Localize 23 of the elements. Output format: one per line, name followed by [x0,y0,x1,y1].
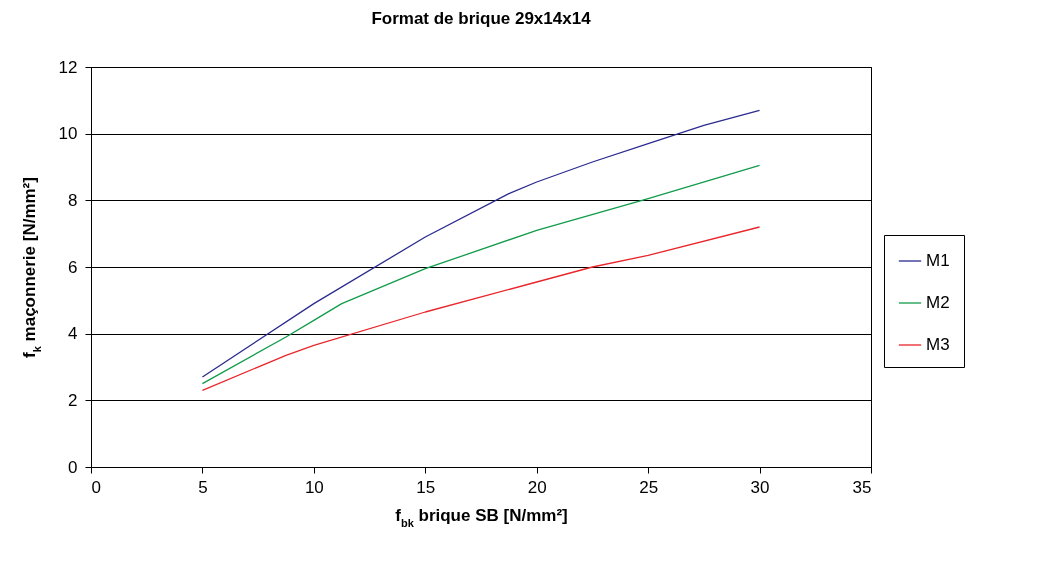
line-series [201,109,761,378]
line-series [201,164,761,385]
x-tick-label: 10 [304,477,324,497]
y-tick-label: 10 [58,124,78,144]
y-tick-label: 2 [68,390,78,410]
x-tick-label: 35 [852,477,872,497]
legend-label: M1 [926,251,950,270]
y-tick-label: 4 [68,324,78,344]
y-tick-label: 8 [68,190,78,210]
x-tick-label: 30 [750,477,770,497]
x-tick-label: 20 [527,477,547,497]
x-tick-label: 15 [416,477,436,497]
x-tick-label: 25 [639,477,659,497]
legend-label: M2 [926,293,950,312]
x-tick-label: 5 [198,477,208,497]
chart-title: Format de brique 29x14x14 [371,9,592,28]
y-tick-label: 0 [68,457,78,477]
y-tick-label: 6 [68,257,78,277]
x-tick-label: 0 [91,477,101,497]
x-axis-title: f$_{bk}$ brique SB [N/mm²] [395,505,568,529]
y-tick-label: 12 [58,57,78,77]
line-series [201,226,761,391]
legend-label: M3 [926,335,950,354]
